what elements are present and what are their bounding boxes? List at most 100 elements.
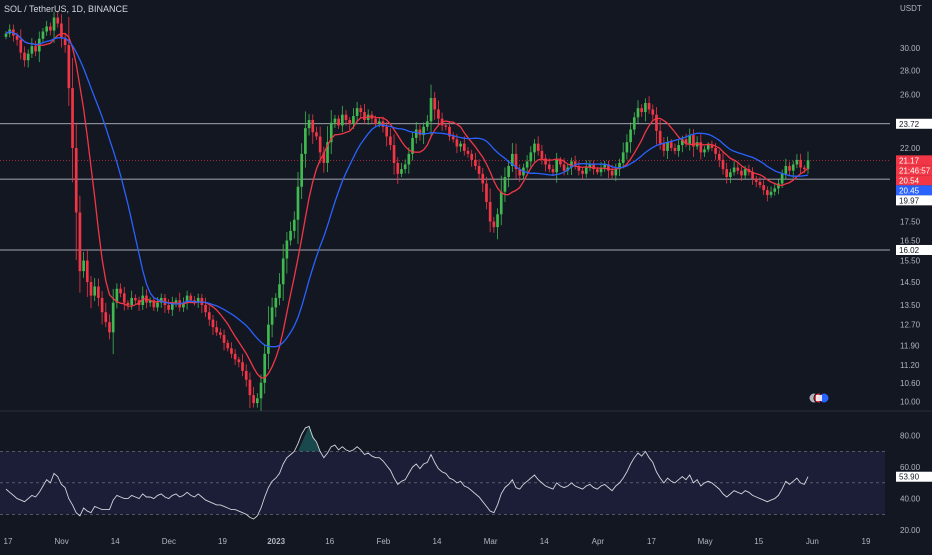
rsi-layer [5, 425, 809, 520]
candle-body [348, 119, 352, 125]
candle-body [56, 17, 60, 24]
candle-body [529, 152, 533, 162]
candle-body [762, 185, 765, 191]
candle-body [414, 129, 418, 138]
time-tick-label: 17 [4, 537, 13, 546]
candle-body [207, 312, 211, 320]
candle-body [26, 53, 30, 61]
candle-body [769, 191, 773, 196]
candle-body [625, 142, 629, 153]
candle-body [758, 181, 762, 186]
candle-body [584, 167, 588, 174]
candle-body [52, 17, 56, 31]
candle-body [226, 342, 230, 349]
candle-body [400, 169, 403, 174]
candle-body [211, 319, 215, 328]
candle-body [725, 169, 729, 178]
candle-body [581, 170, 584, 174]
candle-body [658, 130, 662, 144]
candle-body [485, 183, 488, 202]
candle-body [525, 161, 529, 168]
price-tick-label: 10.00 [900, 398, 921, 407]
time-axis[interactable]: 17 Nov 14 Dec 19 2023 16 Feb 14 Mar 14 Apr 17 May 15 Ju… [4, 537, 871, 546]
time-tick-label: 19 [218, 537, 227, 546]
rsi-overbought-fill [297, 426, 321, 452]
candle-body [204, 305, 207, 313]
candle-body [692, 135, 695, 147]
candle-body [359, 108, 363, 113]
rsi-band-layer [0, 410, 932, 515]
candle-body [170, 302, 174, 310]
candle-body [156, 302, 159, 308]
candle-body [503, 177, 507, 192]
candle-body [459, 143, 462, 147]
candle-body [621, 152, 625, 163]
price-tag [896, 118, 932, 129]
candle-body [389, 136, 392, 146]
price-tick-label: 28.00 [900, 66, 921, 75]
symbol-title: SOL / TetherUS, 1D, BINANCE [4, 4, 129, 14]
candle-body [292, 219, 296, 231]
price-tick-label: 22.00 [900, 144, 921, 153]
candle-body [340, 114, 344, 126]
candle-body [100, 297, 104, 313]
price-tick-label: 12.70 [900, 321, 921, 330]
candle-body [315, 132, 318, 137]
candle-body [45, 26, 48, 32]
price-tag-label: 21.17 [899, 156, 920, 165]
candle-body [230, 348, 233, 354]
candle-body [241, 362, 244, 371]
candle-body [233, 353, 237, 360]
candle-body [237, 359, 241, 363]
candle-body [93, 286, 97, 296]
price-tick-label: 17.50 [900, 218, 921, 227]
candle-body [562, 164, 566, 171]
candle-body [492, 221, 496, 228]
price-tick-label: 11.90 [900, 342, 920, 351]
candle-body [60, 23, 63, 38]
candle-body [784, 166, 788, 174]
candle-body [488, 201, 492, 222]
rsi-tick-label: 80.00 [900, 432, 921, 441]
candle-body [588, 164, 592, 168]
candle-body [514, 153, 518, 170]
candle-body [311, 119, 315, 133]
candle-body [34, 46, 37, 52]
moving-averages-layer [5, 30, 809, 379]
candle-body [743, 169, 747, 176]
time-tick-label: Dec [162, 537, 176, 546]
candle-body [418, 129, 422, 136]
candle-body [444, 125, 448, 127]
candle-body [244, 370, 248, 380]
candle-body [274, 297, 278, 308]
candle-body [499, 191, 503, 215]
candle-body [603, 164, 607, 168]
candle-body [215, 327, 218, 333]
candle-body [285, 240, 289, 259]
candle-body [673, 147, 677, 151]
candle-body [662, 143, 666, 151]
time-tick-label: 2023 [267, 537, 285, 546]
time-tick-label: 17 [647, 537, 656, 546]
candle-body [126, 302, 130, 306]
candle-body [425, 121, 429, 127]
candle-body [152, 300, 156, 308]
rsi-line [5, 425, 809, 520]
candle-body [791, 164, 795, 171]
candle-body [74, 147, 78, 213]
candle-body [669, 142, 673, 148]
rsi-band [0, 451, 885, 515]
candle-body [104, 312, 108, 323]
candle-body [411, 137, 414, 154]
price-axis[interactable]: USDT 30.00 28.00 26.00 22.00 17.50 16.50 15.50 1… [900, 4, 922, 535]
candle-body [377, 121, 381, 125]
candle-body [555, 159, 559, 173]
candle-body [296, 186, 300, 220]
price-tag-label: 19.97 [899, 196, 920, 205]
candle-body [551, 169, 555, 173]
candle-body [392, 145, 396, 163]
event-flags[interactable] [808, 392, 830, 404]
candle-body [122, 293, 126, 303]
